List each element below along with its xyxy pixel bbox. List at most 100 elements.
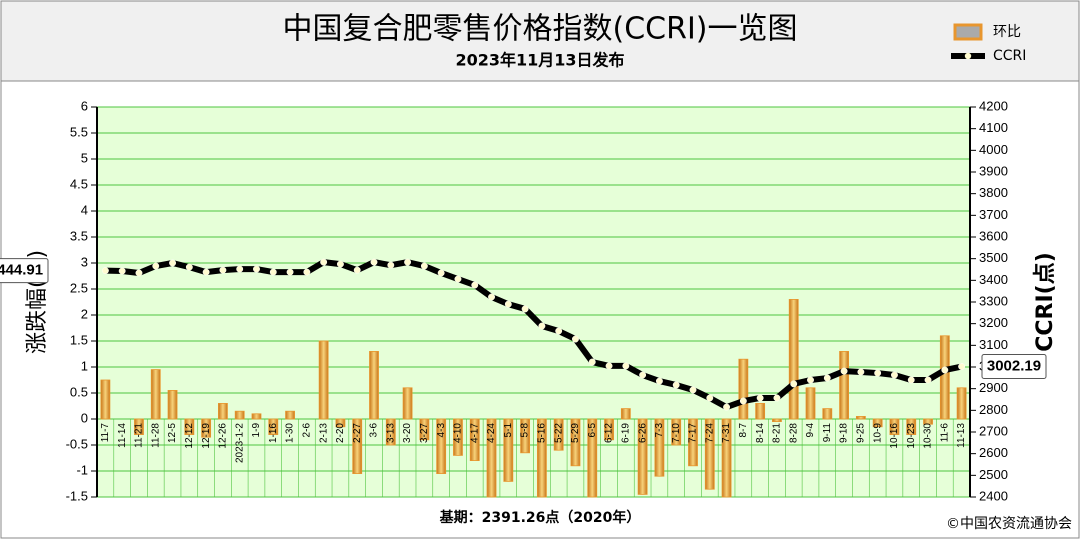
line-point (756, 394, 764, 402)
line-point (823, 374, 831, 382)
bar (318, 340, 329, 420)
x-tick-label: 2023-1-2 (234, 423, 245, 463)
y2-tick-label: 4000 (979, 142, 1008, 157)
bar (587, 418, 598, 498)
y2-tick-label: 3400 (979, 272, 1008, 287)
line-point (420, 262, 428, 270)
line-point (572, 335, 579, 343)
x-tick-label: 3-6 (369, 423, 380, 438)
line-point (370, 258, 378, 266)
line-point (118, 267, 126, 275)
bar (453, 418, 463, 456)
y-tick-label: 0.5 (70, 384, 88, 399)
y-tick-label: 3.5 (70, 228, 88, 243)
bar (268, 418, 279, 436)
x-tick-label: 7-31 (721, 423, 732, 443)
bar (772, 418, 782, 422)
x-tick-label: 9-25 (856, 423, 867, 443)
x-tick-label: 6-19 (620, 423, 631, 443)
bar (956, 387, 967, 420)
bar (839, 350, 849, 420)
bar (503, 418, 514, 482)
x-tick-label: 10-30 (923, 423, 934, 449)
x-tick-label: 2-20 (335, 423, 346, 443)
line-point (924, 376, 932, 384)
line-point (521, 305, 529, 313)
line-point (404, 258, 412, 266)
y2-tick-label: 3100 (979, 337, 1008, 352)
line-point (672, 381, 680, 389)
x-tick-label: 12-5 (167, 423, 178, 443)
x-tick-label: 6-26 (637, 423, 648, 443)
bar (822, 408, 833, 420)
legend-swatch-point (964, 52, 972, 60)
header (0, 0, 1080, 82)
x-tick-label: 10-23 (906, 423, 917, 449)
line-point (639, 371, 647, 379)
y-tick-label: 0 (81, 410, 88, 425)
bar (402, 387, 413, 420)
bar (234, 410, 245, 420)
line-point (353, 266, 361, 274)
y2-tick-label: 4200 (979, 98, 1008, 113)
x-tick-label: 5-8 (520, 423, 531, 438)
x-tick-label: 11-7 (100, 423, 111, 443)
x-tick-label: 6-5 (587, 423, 598, 438)
x-tick-label: 7-24 (704, 423, 715, 443)
line-point (958, 363, 966, 370)
x-tick-label: 2-13 (318, 423, 329, 443)
line-point (840, 367, 848, 375)
x-tick-label: 3-20 (402, 423, 413, 443)
x-tick-label: 7-3 (654, 423, 665, 438)
x-tick-label: 2-6 (301, 423, 312, 438)
x-tick-label: 9-4 (805, 423, 816, 438)
bar (553, 418, 564, 451)
x-tick-label: 8-21 (772, 423, 783, 443)
footer-note: 基期：2391.26点（2020年） (440, 509, 641, 526)
bar (436, 418, 447, 474)
y-tick-label: 3 (81, 254, 88, 269)
line-point (236, 265, 244, 273)
bar (570, 418, 581, 467)
y-tick-label: 6 (81, 98, 88, 113)
line-point (907, 376, 915, 384)
x-tick-label: 11-13 (956, 423, 967, 448)
bar (923, 418, 933, 425)
y2-tick-label: 2400 (979, 488, 1008, 503)
bar (604, 418, 614, 441)
x-tick-label: 11-14 (117, 423, 128, 448)
line-point (320, 258, 328, 266)
line-point (555, 327, 563, 335)
x-tick-label: 3-13 (385, 423, 396, 443)
line-point (504, 300, 512, 308)
y2-tick-label: 4100 (979, 120, 1008, 135)
bar (889, 418, 900, 436)
y2-tick-label: 2500 (979, 467, 1008, 482)
bar (738, 358, 749, 420)
x-tick-label: 5-16 (537, 423, 548, 443)
x-tick-label: 5-22 (553, 423, 564, 443)
line-point (253, 265, 260, 273)
line-point (689, 386, 697, 394)
bar (855, 415, 866, 420)
line-point (454, 275, 462, 283)
legend-label: 环比 (993, 24, 1021, 40)
y-tick-label: 5 (81, 150, 88, 165)
frame (0, 80, 1080, 539)
y-tick-label: -1.5 (66, 488, 88, 503)
value-label: 3444.91 (0, 262, 43, 279)
bar (805, 387, 816, 420)
bar (184, 418, 195, 436)
copyright: ©中国农资流通协会 (946, 516, 1072, 532)
bar (352, 418, 363, 474)
bar (251, 413, 262, 420)
x-tick-label: 7-17 (688, 423, 699, 443)
y2-axis-label: CCRI(点) (1032, 252, 1058, 352)
line-point (807, 376, 814, 384)
bar (285, 410, 295, 420)
x-tick-label: 7-10 (671, 423, 682, 443)
legend-swatch (953, 23, 983, 41)
line (105, 259, 963, 411)
y-tick-label: 4 (81, 202, 88, 217)
